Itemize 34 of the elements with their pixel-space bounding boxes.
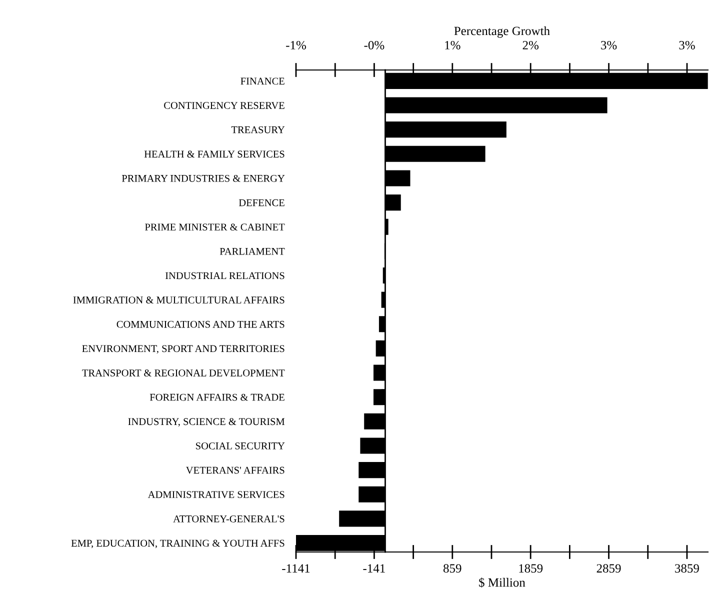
x-tick-label: 3859 — [675, 564, 699, 573]
y-tick-label: CONTINGENCY RESERVE — [164, 102, 284, 109]
x2-tick-label: 3% — [601, 40, 617, 50]
y-tick-label: ATTORNEY-GENERAL'S — [173, 515, 284, 522]
x-tick-label: 2859 — [596, 564, 621, 573]
x2-tick-label: 1% — [445, 40, 460, 50]
x-tick-label: 1859 — [519, 564, 543, 573]
y-tick-label: VETERANS' AFFAIRS — [186, 466, 284, 474]
y-tick-label: IMMIGRATION & MULTICULTURAL AFFAIRS — [73, 296, 284, 304]
y-tick-label: HEALTH & FAMILY SERVICES — [144, 150, 284, 158]
x-axis-title: $ Million — [479, 578, 526, 588]
y-tick-label: PARLIAMENT — [220, 248, 285, 255]
y-tick-label: COMMUNICATIONS AND THE ARTS — [116, 320, 284, 328]
y-tick-label: FOREIGN AFFAIRS & TRADE — [150, 394, 284, 401]
y-tick-label: INDUSTRY, SCIENCE & TOURISM — [128, 418, 285, 427]
x-tick-label: -1141 — [282, 564, 310, 572]
y-tick-label: TREASURY — [231, 126, 285, 134]
y-tick-label: ADMINISTRATIVE SERVICES — [148, 491, 284, 498]
y-tick-label: PRIMARY INDUSTRIES & ENERGY — [122, 174, 285, 182]
x-tick-label: 859 — [443, 564, 462, 573]
y-tick-label: ENVIRONMENT, SPORT AND TERRITORIES — [82, 345, 284, 354]
y-tick-label: SOCIAL SECURITY — [196, 442, 285, 450]
x2-tick-label: -0% — [364, 40, 384, 50]
y-tick-label: INDUSTRIAL RELATIONS — [165, 272, 284, 280]
y-tick-label: FINANCE — [240, 78, 284, 85]
x2-axis-title: Percentage Growth — [454, 26, 550, 38]
y-tick-label: EMP, EDUCATION, TRAINING & YOUTH AFFS — [71, 540, 284, 548]
x-tick-label: -141 — [363, 564, 385, 572]
x2-tick-label: -1% — [286, 40, 306, 50]
x2-tick-label: 2% — [522, 40, 539, 50]
y-tick-label: DEFENCE — [238, 199, 284, 206]
y-tick-label: TRANSPORT & REGIONAL DEVELOPMENT — [82, 370, 285, 376]
y-tick-label: PRIME MINISTER & CABINET — [145, 224, 285, 231]
x2-tick-label: 3% — [679, 40, 695, 50]
